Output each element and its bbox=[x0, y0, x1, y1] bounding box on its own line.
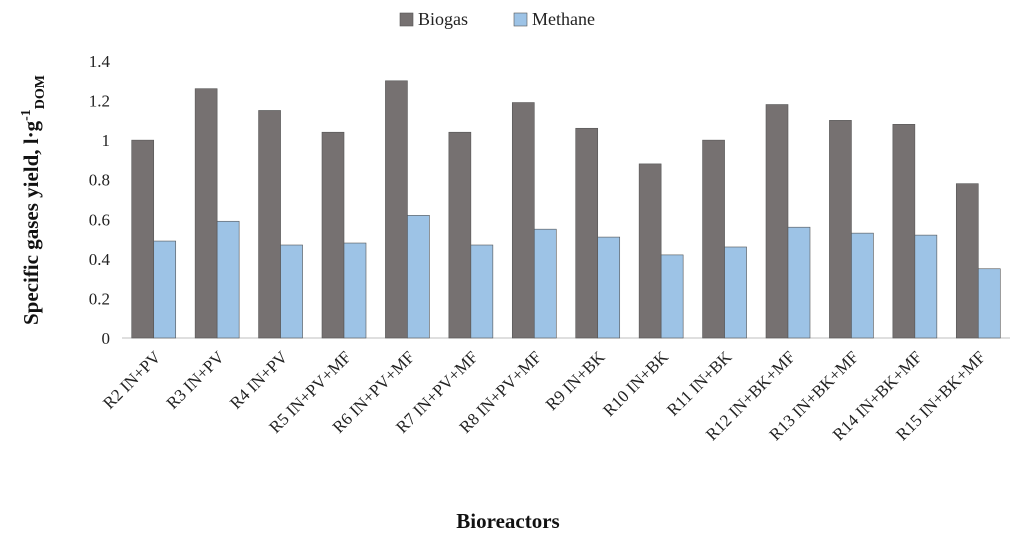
bar-methane bbox=[216, 220, 240, 339]
bar-biogas bbox=[638, 163, 662, 339]
bar-biogas bbox=[765, 104, 789, 339]
bar-methane bbox=[914, 234, 938, 339]
bar-methane bbox=[153, 240, 177, 339]
bar-biogas bbox=[702, 139, 725, 339]
bar-methane bbox=[724, 246, 747, 339]
bar-biogas bbox=[321, 131, 345, 339]
bar-biogas bbox=[575, 127, 599, 339]
legend-label-biogas: Biogas bbox=[418, 9, 468, 29]
bar-biogas bbox=[955, 183, 979, 339]
legend: Biogas Methane bbox=[399, 9, 595, 29]
bar-methane bbox=[851, 232, 874, 339]
bar-methane bbox=[977, 268, 1001, 339]
x-axis-title: Bioreactors bbox=[456, 509, 559, 533]
legend-swatch-biogas bbox=[399, 12, 414, 27]
bar-methane bbox=[343, 242, 367, 339]
bar-biogas bbox=[258, 110, 281, 339]
legend-swatch-methane bbox=[513, 12, 528, 27]
y-tick-label: 1 bbox=[102, 131, 111, 150]
y-tick-label: 0.2 bbox=[89, 289, 110, 308]
bar-biogas bbox=[511, 102, 535, 339]
x-tick-label: R4 IN+PV bbox=[226, 347, 292, 413]
x-tick-label: R10 IN+BK bbox=[599, 347, 672, 420]
bar-biogas bbox=[385, 80, 408, 339]
y-tick-label: 0.8 bbox=[89, 171, 110, 190]
y-axis-title-sup: -1 bbox=[19, 109, 34, 121]
bar-methane bbox=[597, 236, 621, 339]
y-axis-title-main: Specific gases yield, l·g bbox=[19, 120, 43, 325]
bar-methane bbox=[533, 228, 557, 339]
y-tick-label: 1.4 bbox=[89, 52, 111, 71]
y-tick-label: 0 bbox=[102, 329, 111, 348]
y-tick-label: 1.2 bbox=[89, 92, 110, 111]
legend-label-methane: Methane bbox=[532, 9, 595, 29]
y-axis-title: Specific gases yield, l·g-1DOM bbox=[19, 75, 48, 325]
bars bbox=[131, 80, 1001, 339]
y-axis-ticks: 0 0.2 0.4 0.6 0.8 1 1.2 1.4 bbox=[89, 52, 111, 348]
bar-methane bbox=[280, 244, 303, 339]
x-tick-label: R3 IN+PV bbox=[163, 347, 229, 413]
bar-methane bbox=[407, 215, 430, 339]
bar-methane bbox=[470, 244, 494, 339]
bar-biogas bbox=[448, 131, 472, 339]
bar-biogas bbox=[829, 120, 852, 339]
y-tick-label: 0.6 bbox=[89, 210, 110, 229]
x-tick-label: R9 IN+BK bbox=[542, 347, 609, 414]
y-tick-label: 0.4 bbox=[89, 250, 111, 269]
bar-biogas bbox=[131, 139, 155, 339]
bar-methane bbox=[787, 226, 811, 339]
x-tick-label: R2 IN+PV bbox=[99, 347, 165, 413]
bar-methane bbox=[660, 254, 684, 339]
bar-biogas bbox=[892, 124, 916, 339]
y-axis-title-sub: DOM bbox=[33, 75, 48, 109]
bar-biogas bbox=[194, 88, 218, 339]
